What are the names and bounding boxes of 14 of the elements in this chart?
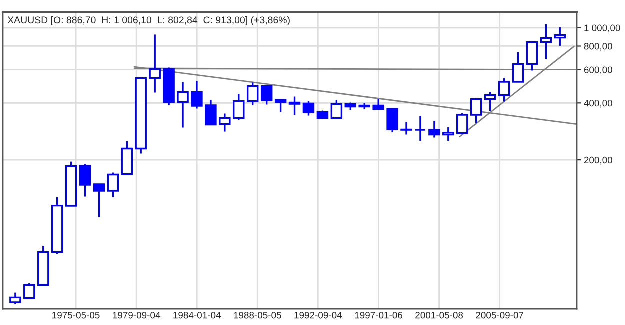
x-tick-label: 1975-05-05 (52, 312, 100, 319)
x-tick-label: 2001-05-08 (416, 312, 464, 319)
y-tick-label: 800,00 (584, 43, 612, 51)
x-tick-label: 1997-01-06 (355, 312, 403, 319)
x-tick-label: 1992-09-04 (294, 312, 342, 319)
y-tick-label: 400,00 (584, 100, 612, 108)
x-tick-label: 1988-05-05 (234, 312, 282, 319)
x-tick-label: 1984-01-04 (174, 312, 221, 319)
y-tick-label: 1 000,00 (584, 24, 620, 33)
y-tick-label: 200,00 (584, 156, 612, 165)
y-tick-label: 600,00 (584, 66, 612, 74)
chart-title: XAUUSD [O: 886,70 H: 1 006,10 L: 802,84 C: 913,00] (+3,86%) (8, 16, 290, 26)
x-tick-label: 1979-09-04 (113, 312, 160, 319)
x-tick-label: 2005-09-07 (476, 312, 524, 319)
